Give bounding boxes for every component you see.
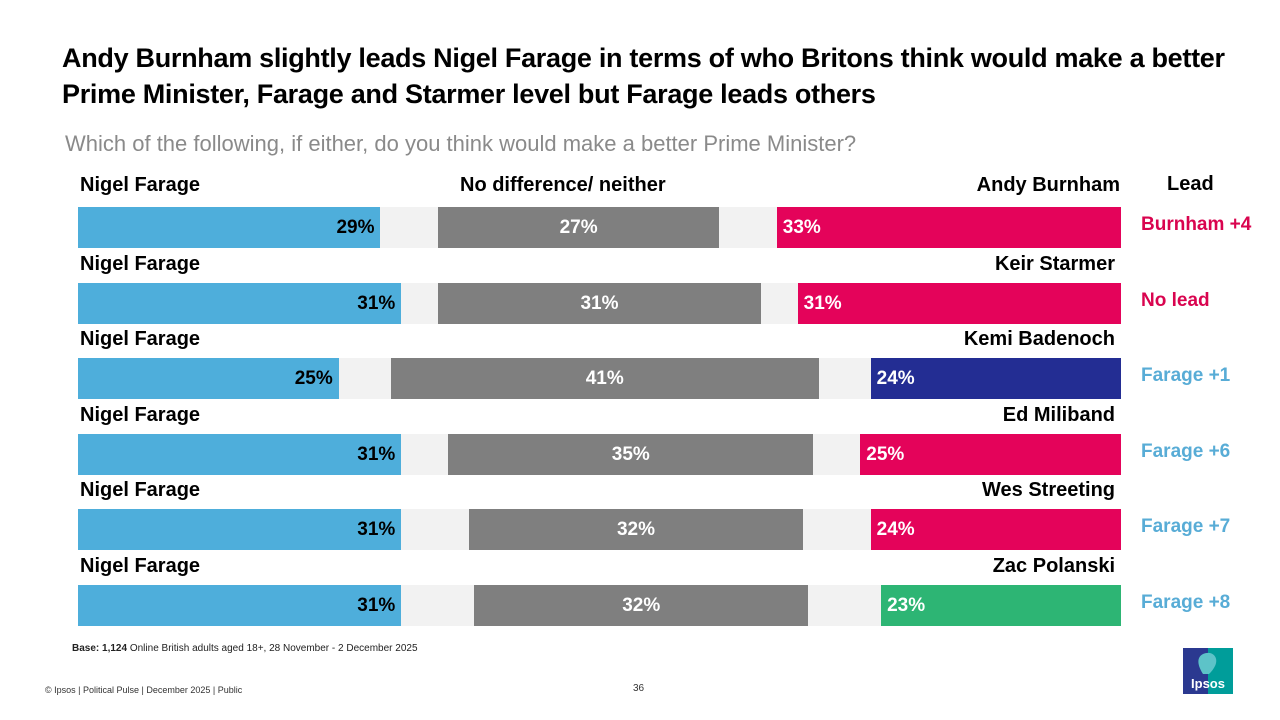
bar-farage — [78, 509, 402, 551]
right-candidate-label: Kemi Badenoch — [963, 328, 1115, 351]
value-neither: 35% — [611, 443, 650, 465]
value-farage: 31% — [357, 595, 396, 616]
right-candidate-label: Ed Miliband — [1002, 403, 1115, 426]
bar-neither — [437, 282, 762, 324]
lead-label: Farage +1 — [1141, 365, 1231, 387]
bar-neither — [448, 433, 814, 475]
value-neither: 31% — [580, 292, 619, 314]
bar-farage — [78, 585, 402, 626]
value-neither: 27% — [559, 217, 598, 238]
bar-other — [881, 585, 1121, 626]
value-farage: 31% — [357, 443, 396, 465]
lead-label: Farage +7 — [1141, 516, 1231, 538]
footer: © Ipsos | Political Pulse | December 202… — [45, 685, 243, 695]
value-neither: 32% — [616, 519, 656, 541]
bar-farage — [78, 282, 402, 324]
right-candidate-label: Keir Starmer — [994, 252, 1115, 275]
value-farage: 29% — [336, 217, 375, 238]
lead-label: No lead — [1141, 289, 1210, 311]
slide-title: Andy Burnham slightly leads Nigel Farage… — [62, 43, 1225, 109]
header-right: Andy Burnham — [976, 174, 1120, 196]
lead-label: Farage +8 — [1141, 592, 1231, 613]
value-neither: 32% — [622, 595, 661, 616]
base-label: Base: — [72, 643, 100, 654]
value-other: 24% — [876, 519, 915, 541]
question-subtitle: Which of the following, if either, do yo… — [65, 131, 857, 156]
value-neither: 41% — [585, 368, 624, 390]
bar-neither — [390, 358, 819, 400]
value-other: 33% — [782, 217, 821, 238]
value-other: 23% — [887, 595, 926, 616]
base-n: 1,124 — [102, 643, 128, 654]
bar-other — [776, 207, 1121, 248]
value-farage: 25% — [294, 368, 333, 390]
bar-other — [870, 509, 1121, 551]
lead-label: Burnham +4 — [1141, 214, 1252, 235]
value-other: 25% — [866, 443, 905, 465]
svg-text:Ipsos: Ipsos — [1191, 676, 1225, 691]
bar-neither — [474, 585, 809, 626]
ipsos-logo: Ipsos — [1183, 648, 1233, 694]
header-left: Nigel Farage — [80, 174, 201, 196]
bar-neither — [437, 207, 720, 248]
base-text: Online British adults aged 18+, 28 Novem… — [129, 643, 418, 654]
left-candidate-label: Nigel Farage — [80, 479, 201, 502]
left-candidate-label: Nigel Farage — [80, 252, 201, 275]
base-note: Base: 1,124 Online British adults aged 1… — [72, 643, 418, 654]
bar-other — [870, 358, 1121, 400]
value-other: 24% — [876, 368, 915, 390]
page-number: 36 — [633, 683, 645, 694]
bar-neither — [469, 509, 803, 551]
left-candidate-label: Nigel Farage — [80, 403, 201, 426]
left-candidate-label: Nigel Farage — [80, 328, 201, 351]
value-other: 31% — [803, 292, 842, 314]
lead-label: Farage +6 — [1141, 440, 1231, 462]
right-candidate-label: Wes Streeting — [982, 479, 1115, 502]
value-farage: 31% — [357, 519, 396, 541]
header-middle: No difference/ neither — [460, 174, 666, 196]
header-lead: Lead — [1167, 173, 1214, 195]
left-candidate-label: Nigel Farage — [80, 555, 201, 577]
bar-farage — [78, 358, 339, 400]
bar-farage — [78, 433, 402, 475]
right-candidate-label: Zac Polanski — [992, 555, 1115, 577]
bar-farage — [78, 207, 381, 248]
value-farage: 31% — [357, 292, 396, 314]
bar-other — [797, 282, 1121, 324]
bar-other — [860, 433, 1121, 475]
